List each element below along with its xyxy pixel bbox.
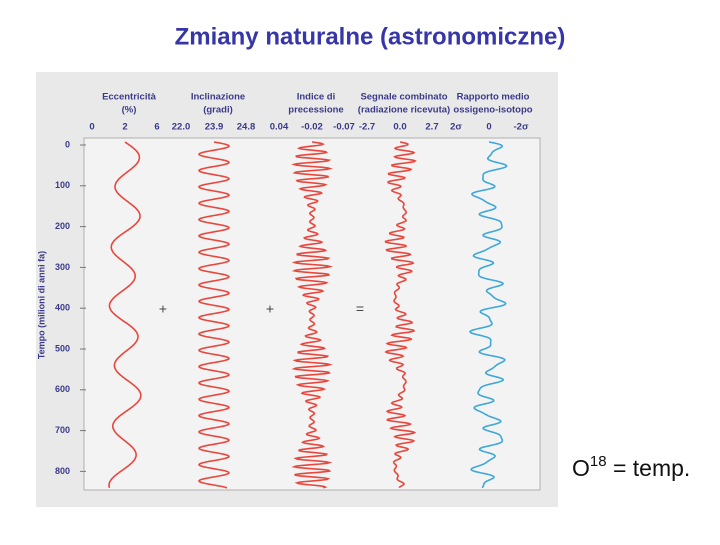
curve xyxy=(197,141,231,489)
caption-rest: = temp. xyxy=(607,455,691,481)
curve xyxy=(291,141,334,489)
column-tick: 0 xyxy=(486,122,491,133)
column-tick: -0.07 xyxy=(333,122,355,133)
slide-title: Zmiany naturalne (astronomiczne) xyxy=(175,23,566,50)
column-tick: 24.8 xyxy=(237,122,256,133)
column-tick: 22.0 xyxy=(172,122,191,133)
column-tick: 2.7 xyxy=(425,122,438,133)
column-tick: 2σ xyxy=(450,122,462,133)
column-tick: 23.9 xyxy=(205,122,224,133)
column-header: (gradi) xyxy=(203,105,233,116)
y-tick-label: 700 xyxy=(55,425,70,435)
y-axis-label: Tempo (milioni di anni fa) xyxy=(36,251,46,359)
column-header: ossigeno-isotopo xyxy=(453,105,532,116)
column-tick: 2 xyxy=(122,122,127,133)
operator: + xyxy=(266,301,274,317)
y-tick-label: 400 xyxy=(55,303,70,313)
column-header: Indice di xyxy=(297,92,336,103)
column-tick: -2σ xyxy=(514,122,529,133)
column-header: Segnale combinato xyxy=(360,92,447,103)
column-header: Eccentricità xyxy=(102,92,157,103)
column-header: precessione xyxy=(288,105,343,116)
y-tick-label: 600 xyxy=(55,384,70,394)
caption-sup: 18 xyxy=(590,453,607,470)
caption-base: O xyxy=(572,455,590,481)
y-tick-label: 800 xyxy=(55,466,70,476)
y-tick-label: 500 xyxy=(55,343,70,353)
column-header: Rapporto medio xyxy=(457,92,530,103)
column-tick: -0.02 xyxy=(301,122,323,133)
curve xyxy=(108,141,142,489)
y-tick-label: 0 xyxy=(65,139,70,149)
column-tick: 6 xyxy=(154,122,159,133)
column-header: (%) xyxy=(122,105,137,116)
y-tick-label: 200 xyxy=(55,221,70,231)
operator: = xyxy=(356,301,364,317)
y-tick-label: 100 xyxy=(55,180,70,190)
curve xyxy=(384,141,417,489)
caption: O18 = temp. xyxy=(572,453,690,481)
column-tick: 0.04 xyxy=(270,122,289,133)
operator: + xyxy=(159,301,167,317)
curve xyxy=(469,141,508,489)
column-header: (radiazione ricevuta) xyxy=(358,105,450,116)
column-tick: -2.7 xyxy=(359,122,375,133)
column-header: Inclinazione xyxy=(191,92,245,103)
column-tick: 0.0 xyxy=(393,122,406,133)
column-tick: 0 xyxy=(89,122,94,133)
y-tick-label: 300 xyxy=(55,262,70,272)
